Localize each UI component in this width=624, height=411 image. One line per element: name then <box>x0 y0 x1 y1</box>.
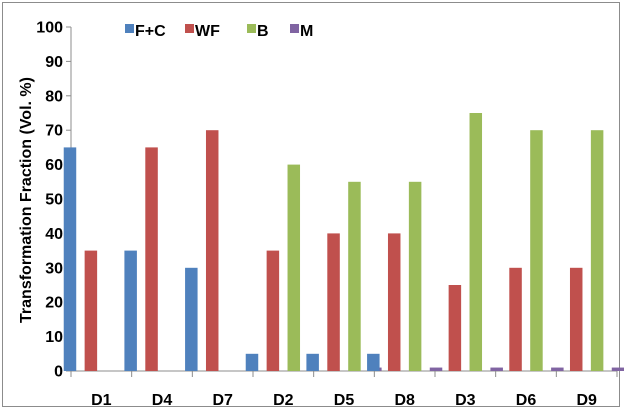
y-axis-label: Transformation Fraction (Vol. %) <box>18 77 35 323</box>
legend-swatch-wf <box>185 24 194 33</box>
bar-wf-d6 <box>509 267 522 371</box>
legend: F+C WF B M <box>125 23 313 40</box>
y-tick-label: 100 <box>36 20 63 37</box>
legend-label: F+C <box>135 23 166 40</box>
bar-b-d9 <box>590 130 604 371</box>
y-tick-label: 50 <box>45 192 63 209</box>
bar-m-d6 <box>551 367 564 371</box>
bar-m-d9 <box>611 367 624 371</box>
bar-b-d6 <box>530 130 543 371</box>
bar-wf-d7 <box>205 130 219 371</box>
legend-label: WF <box>195 23 220 40</box>
x-tick-label: D1 <box>91 392 112 409</box>
legend-swatch-m <box>290 24 299 33</box>
bar-f-c-d1 <box>63 147 77 371</box>
bar-b-d3 <box>469 113 483 371</box>
legend-label: B <box>257 23 269 40</box>
bars <box>63 113 624 371</box>
bar-wf-d2 <box>266 250 280 371</box>
x-tick-label: D9 <box>576 392 597 409</box>
x-tick-label: D5 <box>334 392 355 409</box>
bar-wf-d9 <box>569 267 583 371</box>
bar-m-d8 <box>429 367 443 371</box>
y-tick-label: 0 <box>54 364 63 381</box>
bar-wf-d5 <box>327 233 340 371</box>
y-tick-label: 30 <box>45 260 63 277</box>
x-tick-label: D3 <box>455 392 476 409</box>
bar-wf-d1 <box>84 250 98 371</box>
bar-f-c-d4 <box>124 250 137 371</box>
bar-wf-d8 <box>387 233 401 371</box>
bar-m-d3 <box>490 367 503 371</box>
y-tick-label: 90 <box>45 54 63 71</box>
y-tick-label: 60 <box>45 157 63 174</box>
x-tick-label: D7 <box>212 392 233 409</box>
x-tick-label: D8 <box>394 392 415 409</box>
bar-b-d8 <box>408 181 422 371</box>
bar-f-c-d7 <box>185 267 198 371</box>
y-tick-label: 20 <box>45 295 63 312</box>
bar-b-d5 <box>348 181 361 371</box>
x-tick-label: D6 <box>516 392 537 409</box>
legend-swatch-f-c <box>125 24 134 33</box>
y-tick-label: 70 <box>45 123 63 140</box>
x-tick-label: D4 <box>152 392 173 409</box>
y-tick-label: 10 <box>45 329 63 346</box>
bar-f-c-d2 <box>245 353 259 371</box>
x-tick-label: D2 <box>273 392 294 409</box>
bar-b-d2 <box>287 164 301 371</box>
x-axis: D1 D4 D7 D2 D5 D8 D3 D6 D9 <box>70 370 618 409</box>
y-tick-label: 40 <box>45 226 63 243</box>
legend-swatch-b <box>247 24 256 33</box>
bar-wf-d3 <box>448 285 462 371</box>
bar-wf-d4 <box>145 147 158 371</box>
bar-f-c-d8 <box>367 353 380 371</box>
bar-f-c-d5 <box>306 353 319 371</box>
legend-label: M <box>300 23 313 40</box>
y-tick-label: 80 <box>45 88 63 105</box>
